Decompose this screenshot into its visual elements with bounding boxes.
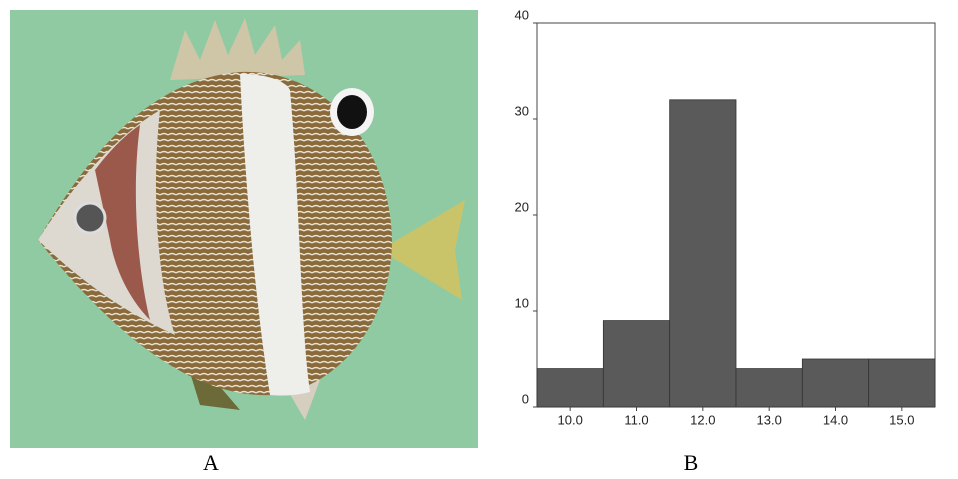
y-tick-label: 30 — [515, 103, 529, 118]
photo — [10, 10, 478, 448]
y-tick-label: 10 — [515, 295, 529, 310]
bar — [869, 359, 935, 407]
x-tick-label: 10.0 — [558, 412, 583, 427]
panel-label: B — [684, 450, 699, 475]
y-tick-label: 20 — [515, 199, 529, 214]
x-tick-label: 15.0 — [889, 412, 914, 427]
page: A B 01020304010.011.012.013.014.015.0 ((… — [0, 0, 958, 479]
eye — [75, 203, 105, 233]
bar — [537, 369, 603, 407]
x-tick-label: 12.0 — [690, 412, 715, 427]
x-tick-label: 14.0 — [823, 412, 848, 427]
y-tick-label: 40 — [515, 7, 529, 22]
bar — [802, 359, 868, 407]
figure: A B 0 10 20 30 40 10.0 11.0 12.0 13.0 14.0 15.0 — [0, 0, 958, 479]
x-tick-label: 11.0 — [624, 412, 648, 427]
eyespot — [337, 95, 367, 129]
y-tick-label: 0 — [522, 391, 529, 406]
bar — [670, 100, 736, 407]
x-tick-label: 13.0 — [757, 412, 782, 427]
bar — [603, 321, 669, 407]
panel-label: A — [203, 450, 219, 475]
bar — [736, 369, 802, 407]
